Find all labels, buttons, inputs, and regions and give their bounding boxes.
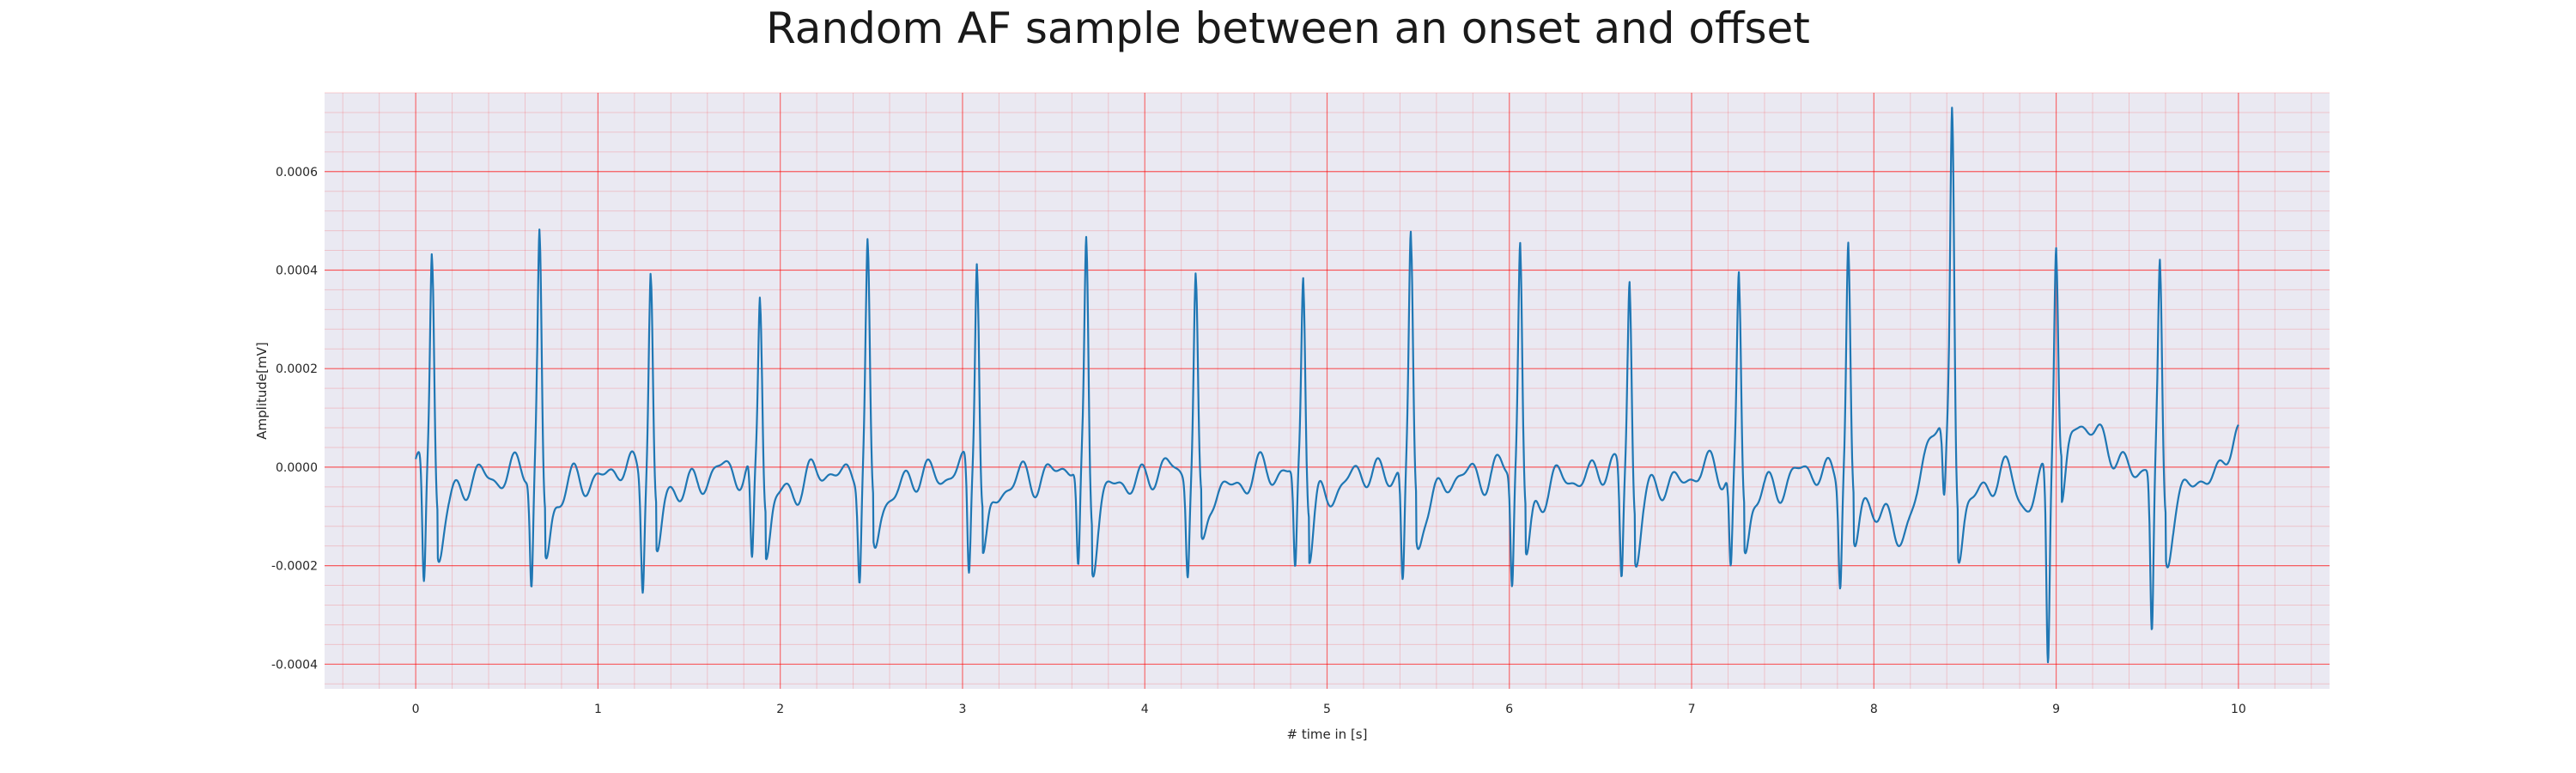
x-tick-label: 10 (2231, 703, 2246, 716)
y-tick-label: 0.0000 (276, 461, 318, 475)
major-grid (325, 93, 2330, 689)
y-tick-labels: 0.0006 0.0004 0.0002 0.0000 -0.0002 -0.0004 (271, 166, 318, 673)
x-tick-label: 3 (958, 703, 966, 716)
x-tick-label: 4 (1141, 703, 1149, 716)
x-tick-label: 0 (412, 703, 420, 716)
x-tick-label: 7 (1688, 703, 1696, 716)
x-tick-label: 2 (776, 703, 784, 716)
x-tick-label: 9 (2052, 703, 2060, 716)
y-tick-label: 0.0004 (276, 264, 318, 277)
x-tick-labels: 0 1 2 3 4 5 6 7 8 9 10 (412, 703, 2246, 716)
y-tick-label: 0.0006 (276, 166, 318, 180)
y-tick-label: 0.0002 (276, 362, 318, 376)
ecg-signal-line (415, 107, 2239, 664)
x-axis-label: # time in [s] (1287, 727, 1368, 742)
x-tick-label: 5 (1323, 703, 1331, 716)
y-tick-label: -0.0002 (271, 560, 318, 574)
x-tick-label: 6 (1505, 703, 1513, 716)
chart-title: Random AF sample between an onset and of… (766, 3, 1810, 53)
x-tick-label: 8 (1870, 703, 1878, 716)
y-tick-label: -0.0004 (271, 658, 318, 672)
x-tick-label: 1 (594, 703, 602, 716)
y-axis-label: Amplitude[mV] (254, 342, 270, 439)
